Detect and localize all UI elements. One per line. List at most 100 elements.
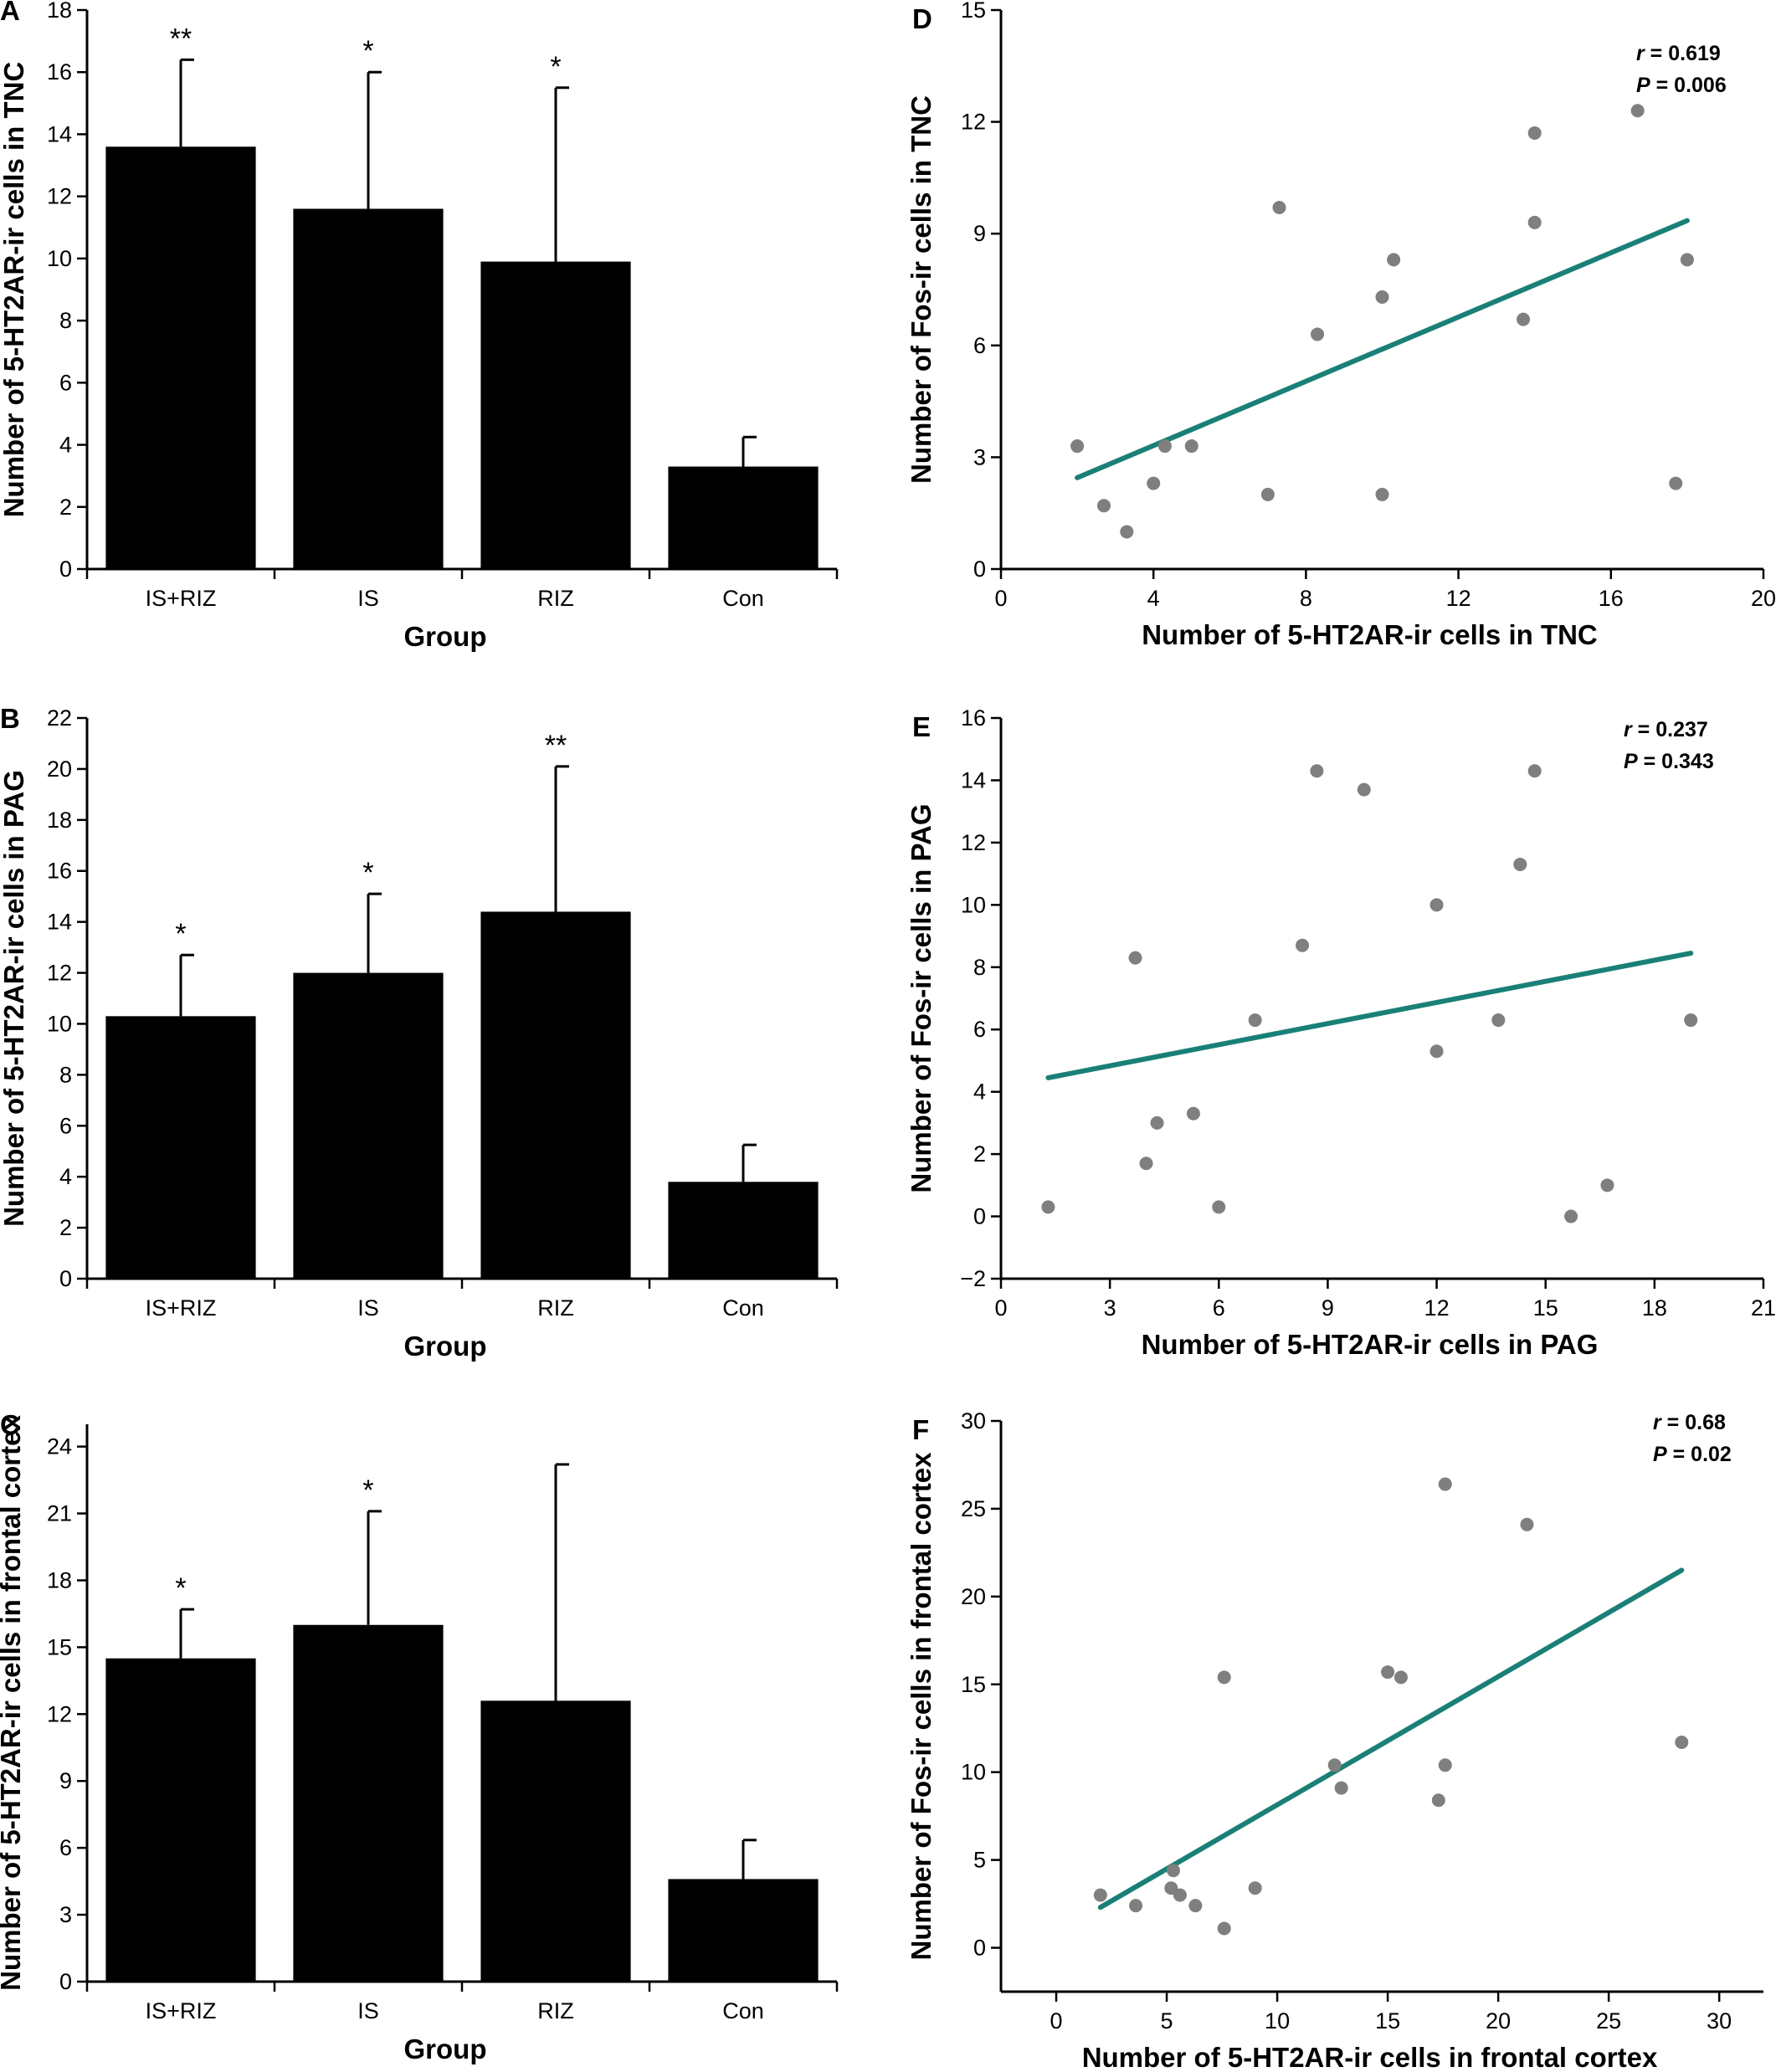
panel-d-data-point <box>1260 487 1275 501</box>
panel-f-data-point <box>1093 1888 1107 1902</box>
panel-d-data-point <box>1096 499 1111 513</box>
panel-f-data-point <box>1381 1665 1395 1680</box>
panel-f-y-tick-label: 30 <box>961 1408 986 1433</box>
panel-e-regression-line <box>1045 951 1694 1080</box>
panel-f-data-point <box>1438 1477 1452 1491</box>
panel-c-y-tick-label: 9 <box>59 1768 72 1793</box>
panel-c-letter: C <box>0 1409 20 1440</box>
panel-f-data-point <box>1327 1758 1342 1772</box>
panel-a-category-label: IS <box>357 586 379 611</box>
panel-e-data-point <box>1684 1013 1698 1028</box>
panel-f-data-point <box>1248 1881 1262 1895</box>
panel-f-data-point <box>1334 1781 1348 1795</box>
panel-f-data-point <box>1166 1864 1180 1878</box>
panel-e-data-point <box>1128 951 1142 965</box>
panel-d-x-tick-label: 20 <box>1751 586 1776 611</box>
panel-b-bar-is <box>293 972 444 1279</box>
panel-e-p-stat: P = 0.343 <box>1624 750 1714 773</box>
panel-a-y-tick-label: 14 <box>47 121 72 146</box>
panel-f-y-tick-label: 10 <box>961 1760 986 1785</box>
panel-e-x-tick-label: 12 <box>1424 1295 1450 1321</box>
panel-a-significance-mark: * <box>362 35 373 67</box>
panel-b-y-tick-label: 2 <box>59 1215 72 1240</box>
panel-a-y-tick-label: 10 <box>47 246 72 271</box>
panel-c-x-axis-label: Group <box>404 2034 487 2064</box>
panel-c-y-tick-label: 18 <box>47 1567 72 1592</box>
panel-c-y-tick-label: 21 <box>47 1501 72 1526</box>
panel-f-x-tick-label: 10 <box>1265 2008 1290 2034</box>
panel-d-data-point <box>1147 476 1161 490</box>
panel-f-letter: F <box>912 1414 929 1445</box>
panel-f-data-point <box>1438 1758 1452 1772</box>
panel-f-x-tick-label: 5 <box>1161 2008 1173 2034</box>
panel-b-significance-mark: * <box>362 857 373 889</box>
panel-c-category-label: Con <box>722 1998 764 2023</box>
panel-d-x-tick-label: 8 <box>1300 586 1312 611</box>
panel-a-bar-chart: A 0 2 4 6 8 10 12 14 16 18 Number of 5-HT2AR-ir cel… <box>0 0 839 652</box>
panel-e-data-point <box>1248 1013 1262 1028</box>
panel-f-y-tick-label: 15 <box>961 1672 986 1697</box>
panel-b-bar-is-riz <box>105 1016 256 1279</box>
panel-d-y-tick-label: 6 <box>973 333 986 358</box>
panel-a-y-tick-label: 12 <box>47 184 72 209</box>
panel-a-y-tick-label: 6 <box>59 370 72 395</box>
panel-d-x-tick-label: 0 <box>994 586 1007 611</box>
panel-d-y-tick-label: 9 <box>973 221 986 246</box>
panel-c-category-label: IS+RIZ <box>146 1998 217 2023</box>
panel-f-y-tick-label: 0 <box>973 1936 986 1961</box>
panel-a-x-axis-label: Group <box>404 621 487 652</box>
panel-e-data-point <box>1139 1157 1153 1171</box>
panel-b-significance-mark: * <box>175 918 186 950</box>
panel-d-y-tick-label: 0 <box>973 556 986 582</box>
panel-f-data-point <box>1188 1899 1203 1913</box>
panel-d-scatter-plot: D 0 3 6 9 12 15 Number of Fos-ir cells in TNC 0 4… <box>906 0 1776 650</box>
panel-a-significance-mark: ** <box>170 23 192 54</box>
panel-e-x-tick-label: 3 <box>1104 1295 1116 1321</box>
panel-f-x-tick-label: 0 <box>1050 2008 1062 2034</box>
panel-e-y-axis-label: Number of Fos-ir cells in PAG <box>906 803 937 1192</box>
panel-c-y-tick-label: 24 <box>47 1434 72 1459</box>
panel-d-data-point <box>1184 439 1198 454</box>
panel-f-data-point <box>1217 1670 1231 1685</box>
panel-d-y-tick-label: 3 <box>973 444 986 469</box>
panel-c-y-tick-label: 0 <box>59 1969 72 1994</box>
panel-a-category-label: IS+RIZ <box>146 586 217 611</box>
panel-f-data-point <box>1129 1899 1143 1913</box>
panel-b-bar-con <box>668 1182 819 1279</box>
panel-c-category-label: IS <box>357 1998 379 2023</box>
panel-e-data-point <box>1296 938 1310 952</box>
panel-d-data-point <box>1527 126 1542 140</box>
panel-a-bar-is-riz <box>105 146 256 570</box>
panel-b-y-tick-label: 8 <box>59 1062 72 1087</box>
panel-e-data-point <box>1429 898 1444 912</box>
panel-b-y-tick-label: 18 <box>47 808 72 833</box>
panel-f-regression-line <box>1097 1567 1685 1910</box>
panel-b-y-tick-label: 0 <box>59 1266 72 1291</box>
panel-a-bar-riz <box>480 261 631 569</box>
panel-f-y-tick-label: 25 <box>961 1496 986 1521</box>
panel-e-data-point <box>1600 1178 1614 1192</box>
panel-e-y-tick-label: 0 <box>973 1204 986 1229</box>
panel-c-category-label: RIZ <box>537 1998 574 2023</box>
panel-f-data-point <box>1393 1670 1408 1685</box>
panel-a-y-tick-label: 8 <box>59 308 72 333</box>
panel-f-data-point <box>1675 1736 1689 1750</box>
panel-c-significance-mark: * <box>362 1475 373 1506</box>
panel-e-y-tick-label: 16 <box>961 705 986 731</box>
panel-d-r-stat: r = 0.619 <box>1636 42 1721 65</box>
panel-c-bar-is <box>293 1624 444 1982</box>
panel-d-regression-line <box>1075 218 1690 480</box>
panel-d-data-point <box>1527 215 1542 229</box>
panel-e-data-point <box>1357 782 1371 797</box>
panel-a-category-label: RIZ <box>537 586 574 611</box>
panel-d-y-axis-label: Number of Fos-ir cells in TNC <box>906 95 937 484</box>
panel-d-data-point <box>1669 476 1683 490</box>
panel-e-x-tick-label: 6 <box>1213 1295 1225 1321</box>
panel-a-significance-mark: * <box>550 51 561 83</box>
panel-f-y-tick-label: 5 <box>973 1848 986 1873</box>
panel-c-y-tick-label: 12 <box>47 1701 72 1726</box>
panel-e-y-tick-label: −2 <box>960 1266 986 1291</box>
panel-e-x-tick-label: 21 <box>1751 1295 1776 1321</box>
panel-e-letter: E <box>912 711 931 742</box>
panel-a-y-tick-label: 2 <box>59 495 72 520</box>
